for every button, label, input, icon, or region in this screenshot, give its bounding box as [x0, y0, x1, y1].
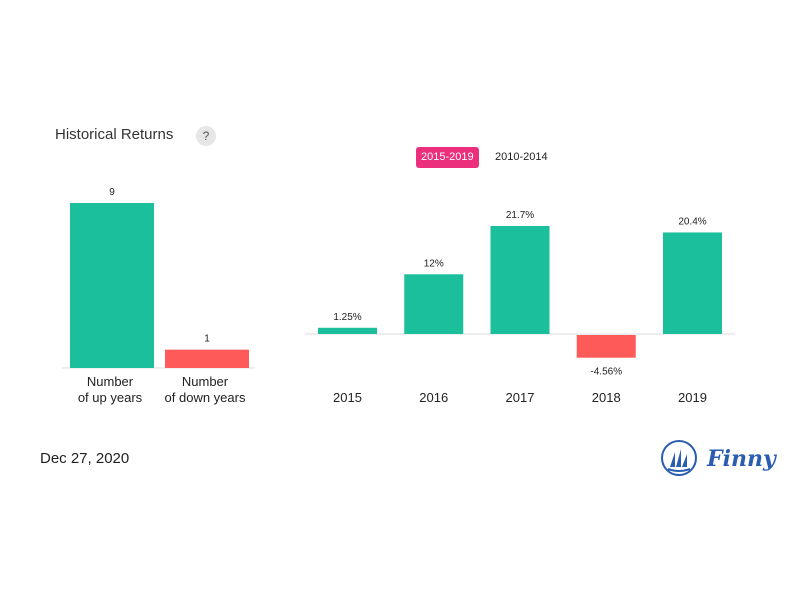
tick-label: 2017: [506, 390, 535, 405]
data-label: -4.56%: [590, 367, 622, 378]
tick-label: 2019: [678, 390, 707, 405]
data-label: 1.25%: [333, 312, 361, 323]
data-label: 12%: [424, 258, 444, 269]
tick-label: Number: [87, 374, 134, 389]
annual-returns-chart: 1.25% 2015 12% 2016 21.7% 2017 -4.56% 2018 20.4%…: [305, 210, 735, 405]
brand-name: Finny: [707, 446, 776, 472]
data-label: 20.4%: [678, 216, 706, 227]
help-icon[interactable]: ?: [196, 126, 216, 146]
bar-2017: [490, 226, 550, 334]
bar-2016: [404, 274, 464, 334]
tick-label: 2016: [419, 390, 448, 405]
tick-label: 2018: [592, 390, 621, 405]
sailboat-icon: [661, 440, 697, 476]
data-label: 1: [204, 334, 210, 345]
tick-label: of down years: [165, 390, 246, 405]
data-label: 21.7%: [506, 210, 534, 221]
bar-2018: [576, 335, 636, 358]
tab-2010-2014[interactable]: 2010-2014: [495, 151, 548, 163]
tick-label: of up years: [78, 390, 143, 405]
as-of-date: Dec 27, 2020: [40, 450, 130, 467]
bar-2015: [318, 327, 377, 334]
tick-label: 2015: [333, 390, 362, 405]
finny-logo: Finny: [661, 440, 776, 480]
page-title: Historical Returns: [55, 126, 174, 143]
bar-down-years: [165, 349, 249, 368]
bar-up-years: [70, 203, 154, 368]
tick-label: Number: [182, 374, 229, 389]
tab-2015-2019[interactable]: 2015-2019: [416, 147, 479, 168]
bar-2019: [663, 232, 722, 334]
data-label: 9: [109, 187, 115, 198]
